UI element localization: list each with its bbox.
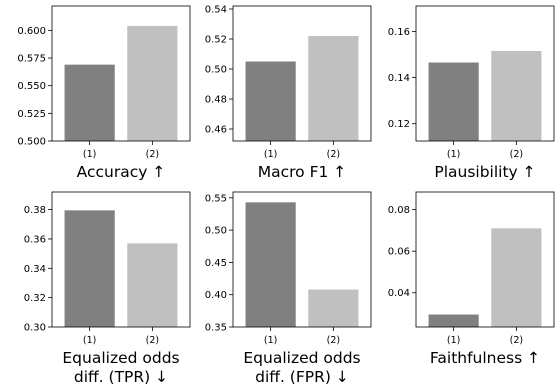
- y-tick-label: 0.12: [388, 119, 410, 130]
- bar-2: [308, 289, 359, 327]
- x-tick-label: (1): [83, 149, 96, 160]
- subplot-title: Faithfulness ↑: [430, 349, 540, 367]
- bar-2: [491, 228, 542, 327]
- y-tick-label: 0.575: [17, 54, 46, 65]
- y-tick-label: 0.550: [17, 81, 46, 92]
- x-tick-label: (2): [510, 335, 523, 346]
- bar-2: [127, 243, 178, 327]
- x-tick-label: (1): [447, 335, 460, 346]
- y-tick-label: 0.40: [205, 290, 227, 301]
- x-tick-label: (2): [327, 335, 340, 346]
- subplot-title: Equalized odds: [243, 349, 360, 367]
- y-tick-label: 0.38: [24, 205, 46, 216]
- axes-frame: [232, 191, 372, 328]
- y-tick-label: 0.08: [388, 205, 410, 216]
- y-tick-label: 0.52: [205, 35, 227, 46]
- y-tick-label: 0.45: [205, 258, 227, 269]
- y-tick-label: 0.54: [205, 5, 227, 16]
- x-tick-label: (1): [264, 335, 277, 346]
- x-tick-label: (1): [264, 149, 277, 160]
- x-tick-label: (2): [327, 149, 340, 160]
- bar-1: [428, 62, 479, 141]
- axes-frame: [51, 5, 191, 142]
- bar-1: [245, 202, 296, 327]
- subplot-1: (1) (2) 0.500 0.525 0.550 0.575 0.600 Accuracy …: [17, 5, 191, 181]
- y-tick-label: 0.06: [388, 247, 410, 258]
- y-tick-label: 0.32: [24, 293, 46, 304]
- axes-frame: [415, 191, 555, 328]
- subplot-title: diff. (TPR) ↓: [74, 368, 168, 385]
- y-tick-label: 0.35: [205, 323, 227, 334]
- y-tick-label: 0.500: [17, 137, 46, 148]
- axes-frame: [232, 5, 372, 142]
- axes-frame: [51, 191, 191, 328]
- y-tick-label: 0.34: [24, 264, 46, 275]
- y-tick-label: 0.48: [205, 95, 227, 106]
- y-tick-label: 0.04: [388, 288, 410, 299]
- subplot-2: (1) (2) 0.46 0.48 0.50 0.52 0.54 Macro F1 ↑: [205, 5, 372, 181]
- x-tick-label: (2): [146, 335, 159, 346]
- subplot-title: diff. (FPR) ↓: [255, 368, 349, 385]
- subplot-title: Equalized odds: [62, 349, 179, 367]
- x-tick-label: (1): [447, 149, 460, 160]
- y-tick-label: 0.14: [388, 73, 410, 84]
- subplot-3: (1) (2) 0.12 0.14 0.16 Plausibility ↑: [388, 5, 555, 181]
- subplot-title: Accuracy ↑: [77, 163, 166, 181]
- bar-2: [127, 25, 178, 142]
- x-tick-label: (2): [146, 149, 159, 160]
- x-tick-label: (2): [510, 149, 523, 160]
- bar-1: [428, 314, 479, 327]
- subplot-title: Macro F1 ↑: [258, 163, 347, 181]
- x-tick-label: (1): [83, 335, 96, 346]
- y-tick-label: 0.30: [24, 323, 46, 334]
- subplot-title: Plausibility ↑: [434, 163, 535, 181]
- axes-frame: [415, 5, 555, 142]
- y-tick-label: 0.525: [17, 109, 46, 120]
- y-tick-label: 0.55: [205, 193, 227, 204]
- bar-1: [245, 61, 296, 141]
- y-tick-label: 0.16: [388, 27, 410, 38]
- y-tick-label: 0.50: [205, 65, 227, 76]
- subplot-4: (1) (2) 0.30 0.32 0.34 0.36 0.38 Equalized odds…: [24, 191, 191, 385]
- bar-2: [308, 36, 359, 141]
- y-tick-label: 0.600: [17, 26, 46, 37]
- y-tick-label: 0.36: [24, 234, 46, 245]
- bar-2: [491, 51, 542, 141]
- bar-1: [64, 210, 115, 327]
- subplot-6: (1) (2) 0.04 0.06 0.08 Faithfulness ↑: [388, 191, 555, 367]
- bar-1: [64, 64, 115, 141]
- subplot-5: (1) (2) 0.35 0.40 0.45 0.50 0.55 Equalized odds…: [205, 191, 372, 385]
- y-tick-label: 0.50: [205, 226, 227, 237]
- y-tick-label: 0.46: [205, 125, 227, 136]
